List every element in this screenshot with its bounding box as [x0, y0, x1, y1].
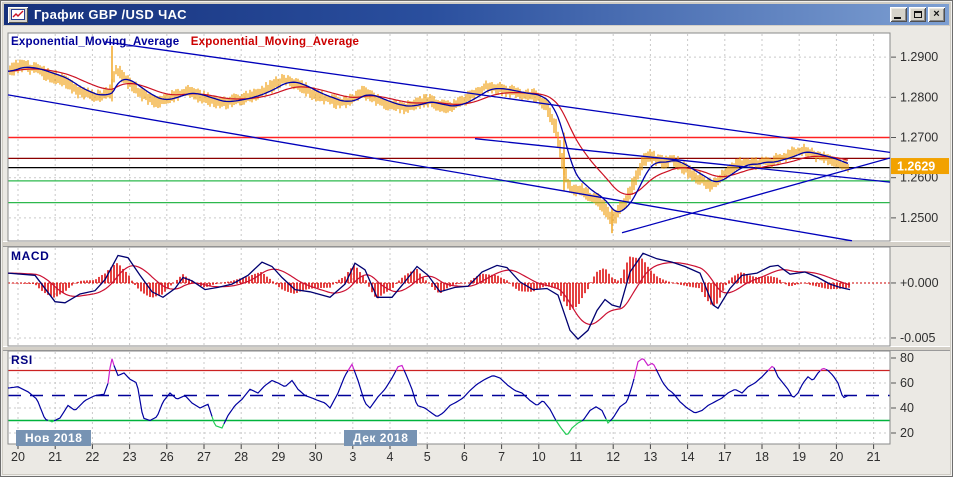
x-tick-label: 27 — [197, 450, 211, 464]
rsi-panel-plot-area[interactable] — [8, 351, 890, 444]
svg-text:-0.005: -0.005 — [900, 331, 935, 345]
x-tick-label: 19 — [792, 450, 806, 464]
minimize-button[interactable] — [890, 7, 907, 22]
svg-text:1.2800: 1.2800 — [900, 90, 938, 104]
rsi-panel: 80 60 40 20 — [7, 350, 914, 445]
legend-ema-fast: Exponential_Moving_Average — [11, 36, 180, 48]
window-controls: × — [890, 7, 945, 22]
x-tick-label: 7 — [498, 450, 505, 464]
macd-panel-plot-area[interactable] — [8, 247, 890, 346]
macd-panel-label: MACD — [11, 249, 50, 263]
x-tick-label: 18 — [755, 450, 769, 464]
x-tick-label: 20 — [829, 450, 843, 464]
x-tick-label: 14 — [681, 450, 695, 464]
x-tick-label: 20 — [11, 450, 25, 464]
trend-lines — [7, 41, 891, 242]
rsi-panel-label: RSI — [11, 353, 33, 367]
x-tick-label: 11 — [570, 450, 583, 464]
x-tick-label: 10 — [532, 450, 546, 464]
current-price-badge: 1.2629 — [891, 158, 949, 175]
x-tick-label: 17 — [718, 450, 732, 464]
svg-text:20: 20 — [900, 426, 914, 440]
macd-main-line — [7, 252, 851, 341]
time-axis: 20 21 22 23 26 27 28 29 30 3 4 5 6 7 10 11 12 13 14 17 18 19 2… — [11, 444, 881, 464]
x-tick-label: 21 — [867, 450, 881, 464]
x-tick-label: 22 — [85, 450, 99, 464]
svg-text:60: 60 — [900, 376, 914, 390]
svg-text:+0.000: +0.000 — [900, 276, 939, 290]
close-button[interactable]: × — [928, 7, 945, 22]
month-badge-november: Нов 2018 — [16, 430, 92, 446]
x-tick-label: 23 — [123, 450, 137, 464]
svg-text:40: 40 — [900, 401, 914, 415]
svg-text:1.2600: 1.2600 — [900, 171, 938, 185]
x-tick-label: 28 — [234, 450, 248, 464]
x-tick-label: 13 — [643, 450, 657, 464]
x-tick-label: 12 — [606, 450, 620, 464]
svg-text:1.2500: 1.2500 — [900, 211, 938, 225]
x-tick-label: 5 — [424, 450, 431, 464]
window-title: График GBP /USD ЧАС — [34, 7, 187, 22]
x-tick-label: 30 — [309, 450, 323, 464]
x-tick-label: 3 — [349, 450, 356, 464]
x-tick-label: 6 — [461, 450, 468, 464]
x-tick-label: 29 — [271, 450, 285, 464]
x-tick-label: 21 — [48, 450, 62, 464]
ema-lines — [7, 66, 849, 213]
macd-lines — [7, 252, 851, 341]
svg-text:1.2700: 1.2700 — [900, 131, 938, 145]
svg-text:1.2629: 1.2629 — [897, 160, 935, 174]
minimize-icon — [894, 17, 901, 19]
x-tick-label: 26 — [160, 450, 174, 464]
macd-panel: +0.000 -0.005 — [7, 246, 939, 347]
panel-splitter[interactable] — [3, 346, 950, 351]
indicator-legend: Exponential_Moving_Average Exponential_M… — [11, 36, 359, 48]
chart-icon — [8, 6, 28, 23]
rsi-line — [7, 358, 849, 435]
svg-text:80: 80 — [900, 351, 914, 365]
x-tick-label: 4 — [387, 450, 394, 464]
legend-ema-slow: Exponential_Moving_Average — [190, 36, 360, 48]
maximize-icon — [913, 11, 922, 18]
titlebar[interactable]: График GBP /USD ЧАС × — [4, 4, 949, 25]
panel-splitter[interactable] — [3, 241, 950, 247]
svg-text:1.2900: 1.2900 — [900, 50, 938, 64]
maximize-button[interactable] — [909, 7, 926, 22]
month-badge-december: Дек 2018 — [344, 430, 418, 446]
price-panel: 1.2900 1.2800 1.2700 1.2600 1.2500 — [7, 32, 938, 242]
ema-fast-line — [7, 66, 849, 213]
